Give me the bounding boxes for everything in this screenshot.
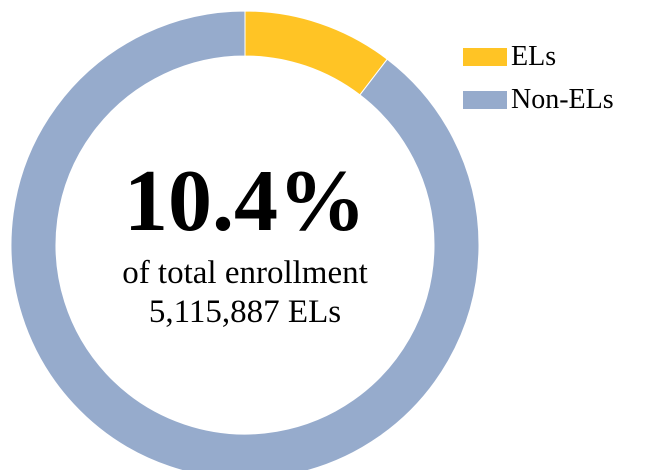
donut-slice-non-els: [10, 10, 480, 470]
legend-label-els: ELs: [511, 41, 557, 72]
center-percentage: 10.4%: [124, 153, 366, 250]
donut-slice-els: [244, 10, 388, 96]
legend: ELs Non-ELs: [463, 42, 614, 128]
center-subtitle: of total enrollment: [122, 255, 368, 291]
legend-swatch-non-els: [463, 91, 507, 109]
legend-item-non-els: Non-ELs: [463, 85, 614, 115]
center-count: 5,115,887 ELs: [148, 294, 342, 330]
legend-item-els: ELs: [463, 42, 614, 72]
legend-swatch-els: [463, 48, 507, 66]
legend-label-non-els: Non-ELs: [511, 84, 614, 115]
